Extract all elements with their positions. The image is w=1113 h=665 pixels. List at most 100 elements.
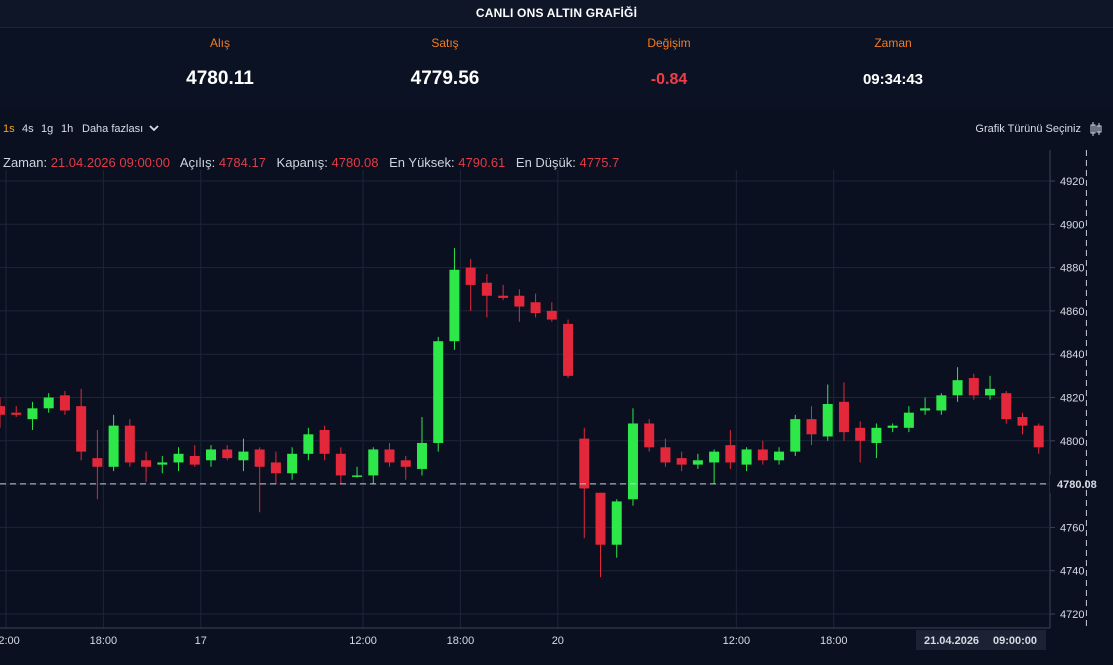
candle-body	[108, 425, 119, 467]
ohlc-low-value: 4775.7	[579, 155, 620, 170]
candle	[822, 384, 833, 441]
candle-body	[173, 453, 184, 463]
candle-body	[790, 419, 801, 452]
candle-body	[692, 460, 703, 465]
crosshair-date: 21.04.2026	[924, 635, 979, 647]
ohlc-high-label: En Yüksek:	[389, 155, 455, 170]
candle	[774, 447, 785, 465]
candle	[368, 447, 379, 485]
candle	[741, 447, 752, 472]
candle	[173, 447, 184, 472]
last-price-label: 4780.08	[1057, 479, 1097, 491]
candle	[530, 293, 541, 318]
candle	[238, 438, 249, 472]
candle-body	[676, 458, 687, 465]
candle-body	[124, 425, 135, 463]
more-timeframes-label: Daha fazlası	[82, 123, 144, 135]
change-value: -0.84	[650, 71, 688, 88]
candle-body	[335, 453, 346, 476]
candle-body	[498, 295, 509, 298]
candle-body	[238, 451, 249, 461]
candle-body	[985, 388, 996, 396]
candle-body	[76, 406, 87, 452]
candle-body	[27, 408, 38, 420]
candle-body	[1001, 393, 1012, 420]
candle	[11, 406, 22, 417]
timeframe-1g[interactable]: 1g	[41, 123, 54, 135]
timeframe-4s[interactable]: 4s	[22, 123, 34, 135]
candle-body	[595, 492, 606, 545]
candle-body	[465, 267, 476, 285]
candle-body	[416, 442, 427, 469]
ohlc-close-label: Kapanış:	[276, 155, 328, 170]
candle	[303, 427, 314, 461]
candle-body	[546, 310, 557, 320]
candle	[514, 289, 525, 322]
candle	[416, 416, 427, 476]
candle-body	[449, 269, 460, 342]
candle	[546, 302, 557, 322]
candle-body	[157, 462, 168, 465]
candle-body	[92, 458, 103, 467]
candle-body	[222, 449, 233, 459]
candle	[59, 391, 70, 415]
candle	[985, 375, 996, 400]
candle-body	[855, 427, 866, 441]
candle-body	[433, 341, 444, 443]
candlestick-chart[interactable]: 4720474047604780480048204840486048804900…	[0, 150, 1113, 665]
candle	[189, 445, 200, 467]
candle	[968, 373, 979, 400]
chart-grid	[0, 170, 1049, 628]
time-tick-label: 12:00	[349, 635, 377, 647]
ohlc-low-label: En Düşük:	[515, 155, 576, 170]
price-tick-label: 4900	[1060, 219, 1084, 231]
crosshair-clock: 09:00:00	[993, 635, 1037, 647]
candle-body	[611, 501, 622, 545]
time-tick-label: 12:00	[723, 635, 751, 647]
candle-body	[352, 475, 363, 477]
ask-value: 4779.56	[410, 68, 480, 89]
candle	[108, 414, 119, 472]
candle	[205, 445, 216, 467]
candle-body	[368, 449, 379, 476]
candle	[352, 466, 363, 478]
candle-body	[270, 462, 281, 474]
time-tick-label: 17	[195, 635, 207, 647]
chart-type-button[interactable]: Grafik Türünü Seçiniz	[975, 123, 1081, 135]
candle	[920, 397, 931, 415]
candle	[92, 429, 103, 500]
candle	[433, 336, 444, 452]
timeframe-1h[interactable]: 1h	[61, 123, 74, 135]
candle	[400, 455, 411, 480]
candle	[157, 455, 168, 474]
candle	[1017, 412, 1028, 435]
header-bar: CANLI ONS ALTIN GRAFİĞİ	[0, 0, 1113, 28]
more-timeframes-button[interactable]: Daha fazlası	[82, 123, 159, 135]
candle-body	[563, 323, 574, 376]
candle-body	[254, 449, 265, 467]
timeframe-1s[interactable]: 1s	[3, 123, 15, 135]
candle	[222, 445, 233, 461]
price-tick-label: 4720	[1060, 609, 1084, 621]
candle	[709, 449, 720, 485]
candle-body	[887, 425, 898, 428]
candlestick-icon[interactable]	[1089, 121, 1103, 137]
candle	[27, 401, 38, 430]
price-tick-label: 4740	[1060, 566, 1084, 578]
candle-body	[952, 380, 963, 396]
time-tick-label: 12:00	[0, 635, 20, 647]
candle	[611, 499, 622, 558]
candle-body	[189, 455, 200, 465]
candle	[384, 442, 395, 467]
candle	[903, 406, 914, 433]
candle-body	[1017, 416, 1028, 426]
price-tick-label: 4880	[1060, 263, 1084, 275]
candle	[936, 393, 947, 415]
candle	[287, 447, 298, 480]
candle-body	[579, 438, 590, 489]
time-tick-label: 20	[552, 635, 564, 647]
price-tick-label: 4820	[1060, 393, 1084, 405]
candle-body	[774, 451, 785, 461]
candle	[498, 284, 509, 301]
price-tick-label: 4920	[1060, 176, 1084, 188]
